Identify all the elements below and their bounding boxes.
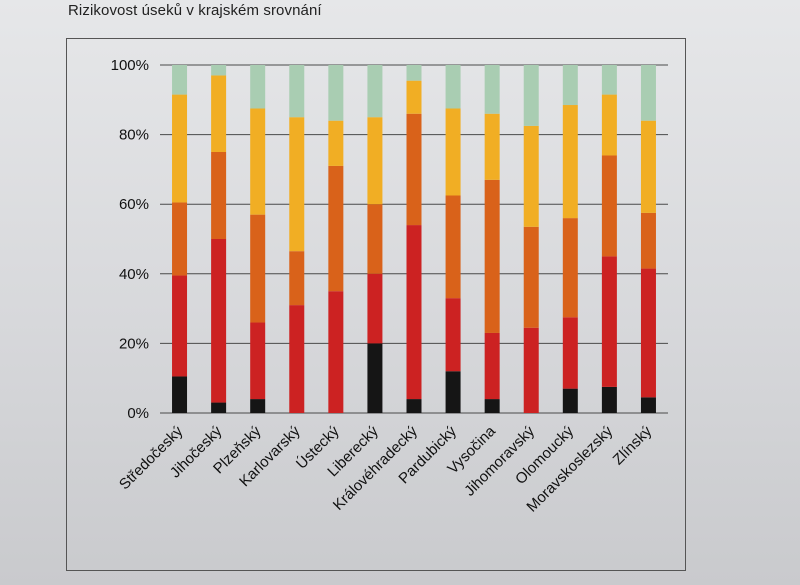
bar-segment-red (250, 322, 266, 400)
bar-segment-green (523, 65, 539, 126)
chart-frame (66, 38, 686, 571)
bar-segment-yellow (367, 117, 383, 205)
chart-title: Rizikovost úseků v krajském srovnání (68, 2, 322, 19)
bar-segment-orange (523, 226, 539, 328)
y-tick-label: 80% (119, 127, 149, 144)
bar-segment-green (562, 65, 578, 106)
x-axis-labels: StředočeskýJihočeskýPlzeňskýKarlovarskýÚ… (116, 422, 656, 515)
bar-segment-yellow (445, 108, 461, 196)
bar-segment-orange (328, 165, 344, 292)
bar-segment-orange (250, 214, 266, 323)
y-tick-label: 40% (119, 266, 149, 283)
bar-segment-black (211, 402, 227, 413)
bar-segment-black (406, 399, 422, 413)
y-tick-label: 20% (119, 335, 149, 352)
bar-segment-red (328, 291, 344, 413)
y-tick-label: 60% (119, 196, 149, 213)
bar-segment-green (406, 65, 422, 81)
bar-segment-green (289, 65, 305, 118)
bar-segment-orange (367, 204, 383, 274)
bar-segment-green (211, 65, 227, 76)
bar-segment-red (523, 327, 539, 413)
bar-segment-red (601, 256, 617, 387)
bar-segment-green (172, 65, 188, 95)
bar-segment-orange (406, 113, 422, 226)
bar-segment-red (172, 275, 188, 377)
bar-segment-orange (172, 202, 188, 276)
bar-segment-green (367, 65, 383, 118)
bar-segment-orange (445, 195, 461, 299)
bar-segment-red (289, 305, 305, 413)
bar-segment-orange (484, 179, 500, 333)
bar-segment-red (562, 317, 578, 389)
bar-segment-orange (601, 155, 617, 257)
bar-segment-orange (211, 152, 227, 239)
bar-segment-yellow (640, 120, 656, 213)
bar-segment-green (328, 65, 344, 121)
bar-segment-green (601, 65, 617, 95)
bar-segment-orange (562, 218, 578, 318)
bar-segment-black (562, 388, 578, 413)
bar-segment-yellow (484, 113, 500, 180)
bar-segment-red (445, 298, 461, 372)
bar-segment-black (250, 399, 266, 413)
bar-segment-yellow (289, 117, 305, 252)
bar-segment-orange (640, 212, 656, 269)
bar-segment-yellow (211, 75, 227, 152)
y-tick-label: 100% (111, 57, 149, 74)
bar-segment-red (406, 225, 422, 400)
x-tick-label: Zlínský (610, 422, 656, 468)
bar-segment-black (367, 343, 383, 413)
bar-segment-red (211, 239, 227, 403)
x-tick-label: Středočeský (116, 422, 187, 493)
y-tick-label: 0% (127, 405, 149, 422)
bar-segment-yellow (172, 94, 188, 203)
bar-segment-yellow (562, 105, 578, 219)
bar-segment-yellow (601, 94, 617, 156)
bar-segment-yellow (523, 125, 539, 227)
bar-segment-green (640, 65, 656, 121)
y-axis-ticks: 0% 20% 40% 60% 80% 100% (111, 57, 149, 422)
bar-segment-yellow (406, 80, 422, 114)
bar-segment-red (484, 332, 500, 400)
bar-segment-green (250, 65, 266, 109)
bar-segment-red (640, 268, 656, 398)
bar-segment-black (640, 397, 656, 413)
bar-segment-black (172, 376, 188, 413)
bar-segment-black (484, 399, 500, 413)
bars (172, 65, 656, 413)
bar-segment-yellow (328, 120, 344, 166)
bar-segment-yellow (250, 108, 266, 215)
bar-segment-black (601, 386, 617, 413)
bar-segment-green (445, 65, 461, 109)
bar-segment-red (367, 273, 383, 344)
bar-segment-green (484, 65, 500, 114)
bar-segment-black (445, 371, 461, 413)
bar-segment-orange (289, 251, 305, 306)
